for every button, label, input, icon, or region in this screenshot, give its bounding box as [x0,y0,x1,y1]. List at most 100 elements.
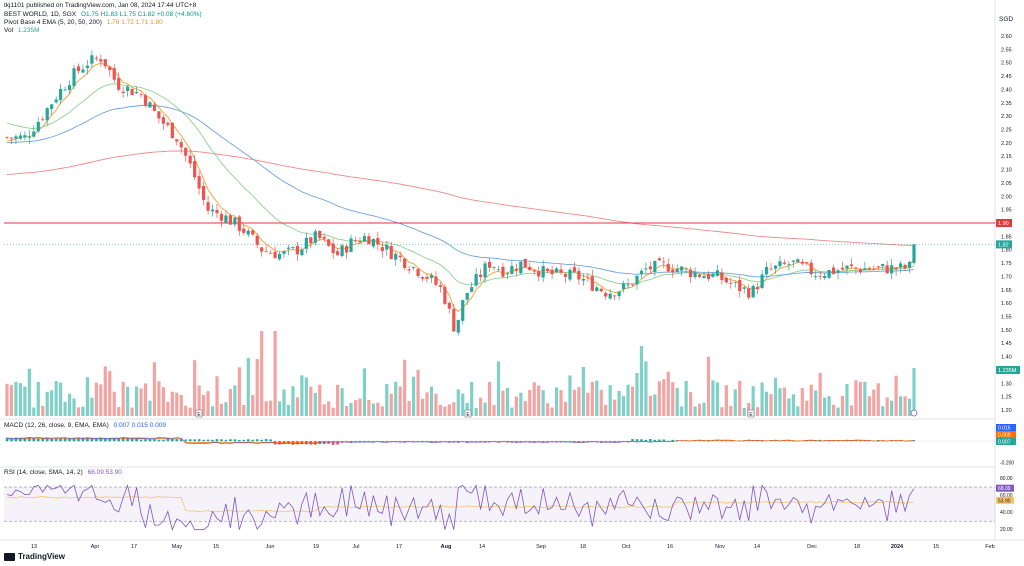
volume-bar [331,407,335,416]
price-tick-label: 2.60 [1001,34,1012,40]
volume-bar [282,389,286,416]
macd-signal-line [6,438,915,444]
candle-body [635,275,639,285]
macd-histogram-bar [631,438,634,442]
candle-body [872,268,876,270]
candle-body [353,240,358,241]
candle-body [894,267,898,270]
candle-body [465,292,469,300]
candle-body [595,287,599,292]
candle-body [81,69,85,73]
candle-body [693,272,697,278]
macd-histogram-bar [148,439,152,442]
candle-body [604,293,608,297]
macd-values: 0.007 0.015 0.009 [113,422,166,429]
candle-body [836,270,840,273]
volume-bar [269,400,273,416]
volume-bar [505,387,510,416]
macd-histogram-bar [573,441,576,443]
volume-bar [27,368,31,416]
candle-body [662,261,666,263]
candle-body [228,215,232,225]
volume-bar [693,406,697,416]
candle-body [715,270,720,277]
macd-histogram-bar [63,437,67,442]
volume-bar [751,386,755,416]
volume-bar [362,368,367,416]
macd-label[interactable]: MACD (12, 26, close, 9, EMA, EMA) [4,422,109,429]
volume-bar [568,375,572,416]
volume-bar [487,382,492,416]
time-tick-label: Oct [622,544,631,550]
macd-histogram-bar [658,439,661,442]
macd-histogram-bar [649,438,652,442]
currency-label: SGD [999,16,1014,23]
candle-body [858,268,862,273]
volume-bar [461,393,465,416]
macd-histogram-bar [653,439,657,442]
indicator-label[interactable]: Pivot Base 4 EMA (5, 20, 50, 200) [4,19,102,26]
candle-body [260,247,264,252]
symbol-name[interactable]: BEST WORLD, 1D, SGX [4,11,77,18]
candle-body [76,66,81,72]
candle-body [867,268,871,270]
candle-body [863,268,867,270]
candle-body [27,136,31,138]
volume-bar [702,402,706,416]
candle-body [706,273,711,279]
candle-body [23,135,27,138]
volume-bar [894,375,898,416]
candle-body [648,266,652,270]
macd-histogram-bar [59,438,62,442]
candle-body [175,139,179,142]
candle-body [689,269,693,278]
candle-body [63,89,67,91]
volume-label[interactable]: Vol [4,27,14,34]
candle-body [108,66,112,71]
volume-bar [425,392,429,416]
macd-axis-label: 0.015 [998,426,1011,432]
candle-body [112,68,116,80]
volume-bar [434,393,438,416]
volume-bar [479,397,483,416]
volume-bar [277,401,282,416]
macd-histogram-bar [45,438,49,442]
candle-body [166,122,170,125]
candle-body [184,147,188,156]
candle-body [286,247,291,249]
volume-bar [791,394,795,416]
volume-bar [161,387,165,416]
candle-body [568,269,572,280]
rsi-label[interactable]: RSI (14, close, SMA, 14, 2) [4,469,83,476]
volume-bar [380,406,384,416]
volume-bar [684,380,688,416]
tradingview-logo: TradingView [4,552,65,561]
volume-bar [563,401,568,416]
volume-bar [143,383,148,416]
rsi-axis-label: 80.00 [1000,476,1013,482]
macd-axis-label: 0.009 [998,433,1011,439]
price-tick-label: 1.85 [1001,234,1012,240]
rsi-value-label: 68.09 [998,486,1011,492]
candle-body [791,260,795,262]
volume-bar [796,406,800,416]
candle-body [300,249,304,256]
candle-body [403,258,407,268]
volume-bar [528,390,532,416]
volume-bar [313,392,317,416]
price-tick-label: 2.45 [1001,74,1012,80]
candle-body [666,263,670,272]
volume-bar [148,400,152,416]
time-tick-label: 16 [667,544,673,550]
candle-body [675,268,679,273]
candle-body [434,276,438,285]
volume-bar [724,385,728,416]
macd-histogram-bar [845,440,849,442]
volume-bar [45,391,49,416]
price-tick-label: 1.40 [1001,355,1012,361]
volume-bar [648,395,652,416]
candle-body [599,288,603,292]
macd-histogram-bar [50,438,53,442]
candle-body [41,119,45,121]
volume-bar [733,389,737,416]
